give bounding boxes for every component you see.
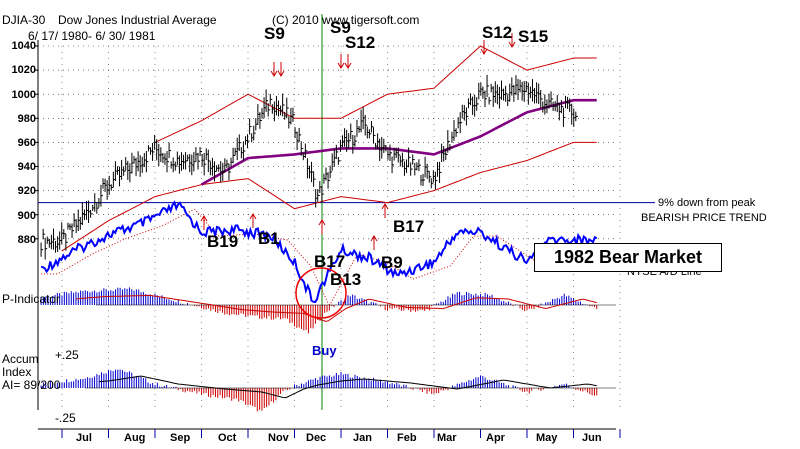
signal-b17: B17 xyxy=(314,252,346,271)
accum-plus-label: +.25 xyxy=(55,348,79,362)
down-from-peak-label: 9% down from peak xyxy=(658,197,756,209)
buy-arrow-head xyxy=(370,235,378,242)
index-label: Index xyxy=(2,365,32,379)
p-indicator-average xyxy=(75,294,597,322)
sell-arrow-head xyxy=(344,62,352,69)
upper-band-line xyxy=(154,45,597,143)
signal-b17: B17 xyxy=(393,217,425,236)
y-tick-label: 900 xyxy=(17,210,36,222)
p-indicator-label: P-Indicator xyxy=(2,292,61,306)
month-label: Feb xyxy=(397,432,417,444)
signal-b19: B19 xyxy=(207,232,239,251)
month-label: Oct xyxy=(218,432,237,444)
month-label: Sep xyxy=(170,432,191,444)
y-tick-label: 1020 xyxy=(11,64,36,76)
sell-arrow-head xyxy=(337,62,345,69)
signal-s12: S12 xyxy=(345,33,376,52)
y-tick-label: 1000 xyxy=(11,89,36,101)
accum-minus-label: -.25 xyxy=(55,411,76,425)
month-label: Mar xyxy=(437,432,457,444)
date-range: 6/ 17/ 1980- 6/ 30/ 1981 xyxy=(28,29,156,43)
bear-market-box: 1982 Bear Market xyxy=(534,243,722,272)
month-label: Nov xyxy=(268,432,289,444)
buy-arrow-head xyxy=(381,203,389,210)
signal-s9: S9 xyxy=(330,18,351,37)
lower-band-line xyxy=(61,141,597,252)
highlight-circle xyxy=(295,267,347,319)
month-label: Jan xyxy=(353,432,372,444)
ai-ratio-label: AI= 89/200 xyxy=(2,378,61,392)
month-label: Aug xyxy=(124,432,146,444)
copyright: (C) 2010 www.tigersoft.com xyxy=(272,13,420,27)
chart-symbol: DJIA-30 xyxy=(2,13,46,27)
y-tick-label: 1040 xyxy=(11,40,36,52)
y-tick-label: 960 xyxy=(17,137,36,149)
signal-b9: B9 xyxy=(381,253,403,272)
y-tick-label: 920 xyxy=(17,185,36,197)
ad-line-average xyxy=(41,208,597,306)
signal-buy: Buy xyxy=(312,343,337,358)
month-label: May xyxy=(536,432,558,444)
accum-average xyxy=(99,375,597,399)
y-tick-label: 940 xyxy=(17,161,36,173)
month-label: Dec xyxy=(306,432,327,444)
sell-arrow-head xyxy=(270,70,278,77)
signal-b13: B13 xyxy=(330,270,362,289)
signal-b1: B1 xyxy=(258,229,280,248)
moving-average-line xyxy=(200,98,597,186)
accum-label: Accum xyxy=(2,352,39,366)
signal-s9: S9 xyxy=(264,24,285,43)
bearish-trend-label: BEARISH PRICE TREND xyxy=(641,212,767,224)
signal-s12: S12 xyxy=(482,23,513,42)
month-label: Jul xyxy=(76,432,92,444)
nyse-ad-line xyxy=(40,200,598,304)
y-tick-label: 980 xyxy=(17,113,36,125)
buy-arrow-head xyxy=(200,215,208,222)
chart-title: Dow Jones Industrial Average xyxy=(58,13,217,27)
sell-arrow-head xyxy=(277,70,285,77)
signal-s15: S15 xyxy=(518,27,549,46)
buy-arrow-head xyxy=(249,213,257,220)
buy-arrow-head xyxy=(318,219,326,226)
y-tick-label: 880 xyxy=(17,234,36,246)
month-label: Jun xyxy=(582,432,602,444)
month-label: Apr xyxy=(486,432,505,444)
sell-arrow-head xyxy=(480,48,488,55)
sell-arrow-head xyxy=(508,41,516,48)
